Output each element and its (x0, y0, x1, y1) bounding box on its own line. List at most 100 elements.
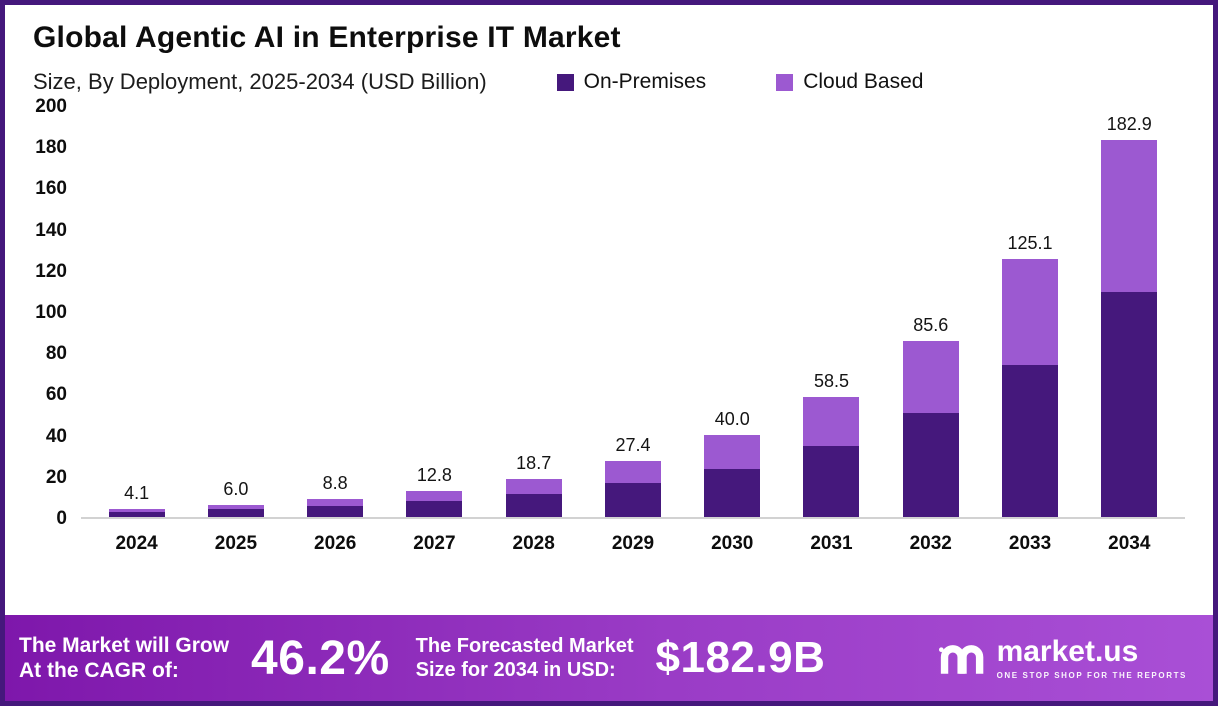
bar-segment-on-premises (604, 483, 661, 517)
y-tick-label: 0 (56, 508, 67, 529)
bar-column: 58.5 (782, 371, 881, 517)
x-axis-label: 2027 (413, 533, 456, 554)
y-tick-label: 80 (45, 343, 67, 365)
bar-column: 8.8 (286, 473, 385, 517)
bar-total-label: 8.8 (322, 472, 348, 493)
y-tick-label: 60 (45, 384, 67, 406)
forecast-label-line1: The Forecasted Market (415, 635, 634, 657)
x-axis-label: 2032 (909, 533, 952, 554)
cagr-value: 46.2% (251, 631, 390, 685)
header: Global Agentic AI in Enterprise IT Marke… (5, 5, 1213, 95)
stacked-bar (108, 508, 165, 517)
chart-subtitle: Size, By Deployment, 2025-2034 (USD Bill… (33, 69, 487, 94)
bar-total-label: 6.0 (223, 478, 249, 499)
stacked-bar (604, 460, 661, 517)
bar-column: 6.0 (186, 479, 285, 517)
bar-segment-on-premises (406, 500, 463, 517)
bar-segment-on-premises (704, 468, 761, 517)
legend-swatch-cloud-based (776, 73, 794, 91)
bar-segment-cloud-based (307, 498, 364, 506)
stacked-bar (902, 340, 959, 517)
page-title: Global Agentic AI in Enterprise IT Marke… (33, 21, 621, 54)
bar-segment-cloud-based (1101, 140, 1158, 293)
bar-segment-cloud-based (604, 460, 661, 484)
bar-total-label: 4.1 (124, 482, 150, 503)
bar-total-label: 27.4 (615, 434, 651, 455)
bar-segment-on-premises (307, 505, 364, 517)
cagr-label: The Market will Grow At the CAGR of: (19, 633, 229, 683)
bar-segment-on-premises (803, 446, 860, 517)
y-tick-label: 120 (35, 260, 67, 282)
bar-segment-cloud-based (803, 396, 860, 447)
bar-column: 12.8 (385, 465, 484, 517)
forecast-value: $182.9B (655, 633, 826, 682)
bar-column: 182.9 (1080, 114, 1179, 517)
legend-label-on-premises: On-Premises (583, 70, 707, 93)
stacked-bar (307, 498, 364, 517)
stacked-bar-chart: 0 20 40 60 80 100 120 140 160 180 200 4.1 6.0 8.8 12.… (5, 95, 1213, 555)
brand-name: market.us (996, 634, 1139, 668)
forecast-label: The Forecasted Market Size for 2034 in U… (416, 634, 634, 682)
bar-column: 4.1 (87, 483, 186, 517)
legend-item-on-premises: On-Premises (556, 70, 707, 94)
legend-swatch-on-premises (556, 73, 574, 91)
x-axis-label: 2033 (1008, 533, 1052, 554)
plot-area: 4.1 6.0 8.8 12.8 18.7 27.4 40.0 58.5 85.6 125.1 18… (81, 107, 1185, 519)
x-axis-label: 2031 (810, 533, 853, 554)
bar-segment-cloud-based (704, 434, 761, 469)
x-axis-label: 2034 (1108, 533, 1151, 554)
bar-column: 40.0 (683, 409, 782, 517)
x-axis: 2024 2025 2026 2027 2028 2029 2030 2031 2032 2033… (81, 519, 1185, 555)
y-tick-label: 40 (45, 425, 67, 447)
legend-label-cloud-based: Cloud Based (803, 70, 924, 93)
bar-segment-cloud-based (406, 490, 463, 501)
bar-segment-cloud-based (902, 340, 959, 413)
stacked-bar (1002, 259, 1059, 517)
x-axis-label: 2029 (611, 533, 655, 554)
bar-segment-on-premises (108, 511, 165, 517)
legend: On-Premises Cloud Based (556, 70, 923, 94)
brand-text: market.us ONE STOP SHOP FOR THE REPORTS (996, 634, 1187, 680)
x-axis-label: 2026 (314, 533, 357, 554)
y-tick-label: 180 (35, 137, 67, 159)
stacked-bar (207, 504, 264, 517)
x-axis-label: 2024 (115, 533, 158, 554)
y-tick-label: 160 (35, 178, 67, 200)
brand-tagline: ONE STOP SHOP FOR THE REPORTS (996, 670, 1187, 680)
bar-segment-cloud-based (207, 504, 264, 510)
bar-segment-on-premises (902, 412, 959, 517)
bar-total-label: 40.0 (714, 408, 750, 429)
y-axis: 0 20 40 60 80 100 120 140 160 180 200 (19, 96, 81, 529)
forecast-label-line2: Size for 2034 in USD: (415, 659, 616, 681)
stacked-bar (1101, 140, 1158, 517)
bar-column: 27.4 (583, 435, 682, 517)
bar-column: 125.1 (980, 233, 1079, 517)
legend-item-cloud-based: Cloud Based (776, 70, 923, 94)
bar-segment-cloud-based (1002, 259, 1059, 365)
x-axis-label: 2028 (512, 533, 555, 554)
y-tick-label: 140 (35, 219, 67, 241)
bar-segment-on-premises (207, 509, 264, 517)
bar-segment-on-premises (1101, 292, 1158, 517)
y-tick-label: 20 (45, 466, 67, 488)
y-tick-label: 100 (35, 302, 67, 323)
bar-total-label: 18.7 (516, 452, 552, 473)
subtitle-row: Size, By Deployment, 2025-2034 (USD Bill… (33, 69, 1183, 95)
bar-column: 85.6 (881, 315, 980, 517)
marketus-logo-icon (938, 645, 983, 674)
x-axis-label: 2030 (711, 533, 754, 554)
cagr-label-line2: At the CAGR of: (19, 659, 179, 682)
y-tick-label: 200 (35, 96, 67, 117)
stacked-bar (803, 396, 860, 517)
bar-total-label: 125.1 (1007, 233, 1053, 254)
bar-total-label: 12.8 (416, 464, 452, 485)
footer-banner: The Market will Grow At the CAGR of: 46.… (5, 615, 1213, 701)
bar-segment-on-premises (1002, 364, 1059, 517)
bar-total-label: 85.6 (913, 314, 949, 335)
marketus-brand: market.us ONE STOP SHOP FOR THE REPORTS (938, 634, 1195, 680)
stacked-bar (704, 434, 761, 517)
x-axis-label: 2025 (214, 533, 258, 554)
bar-column: 18.7 (484, 452, 583, 517)
bar-segment-cloud-based (505, 478, 562, 494)
